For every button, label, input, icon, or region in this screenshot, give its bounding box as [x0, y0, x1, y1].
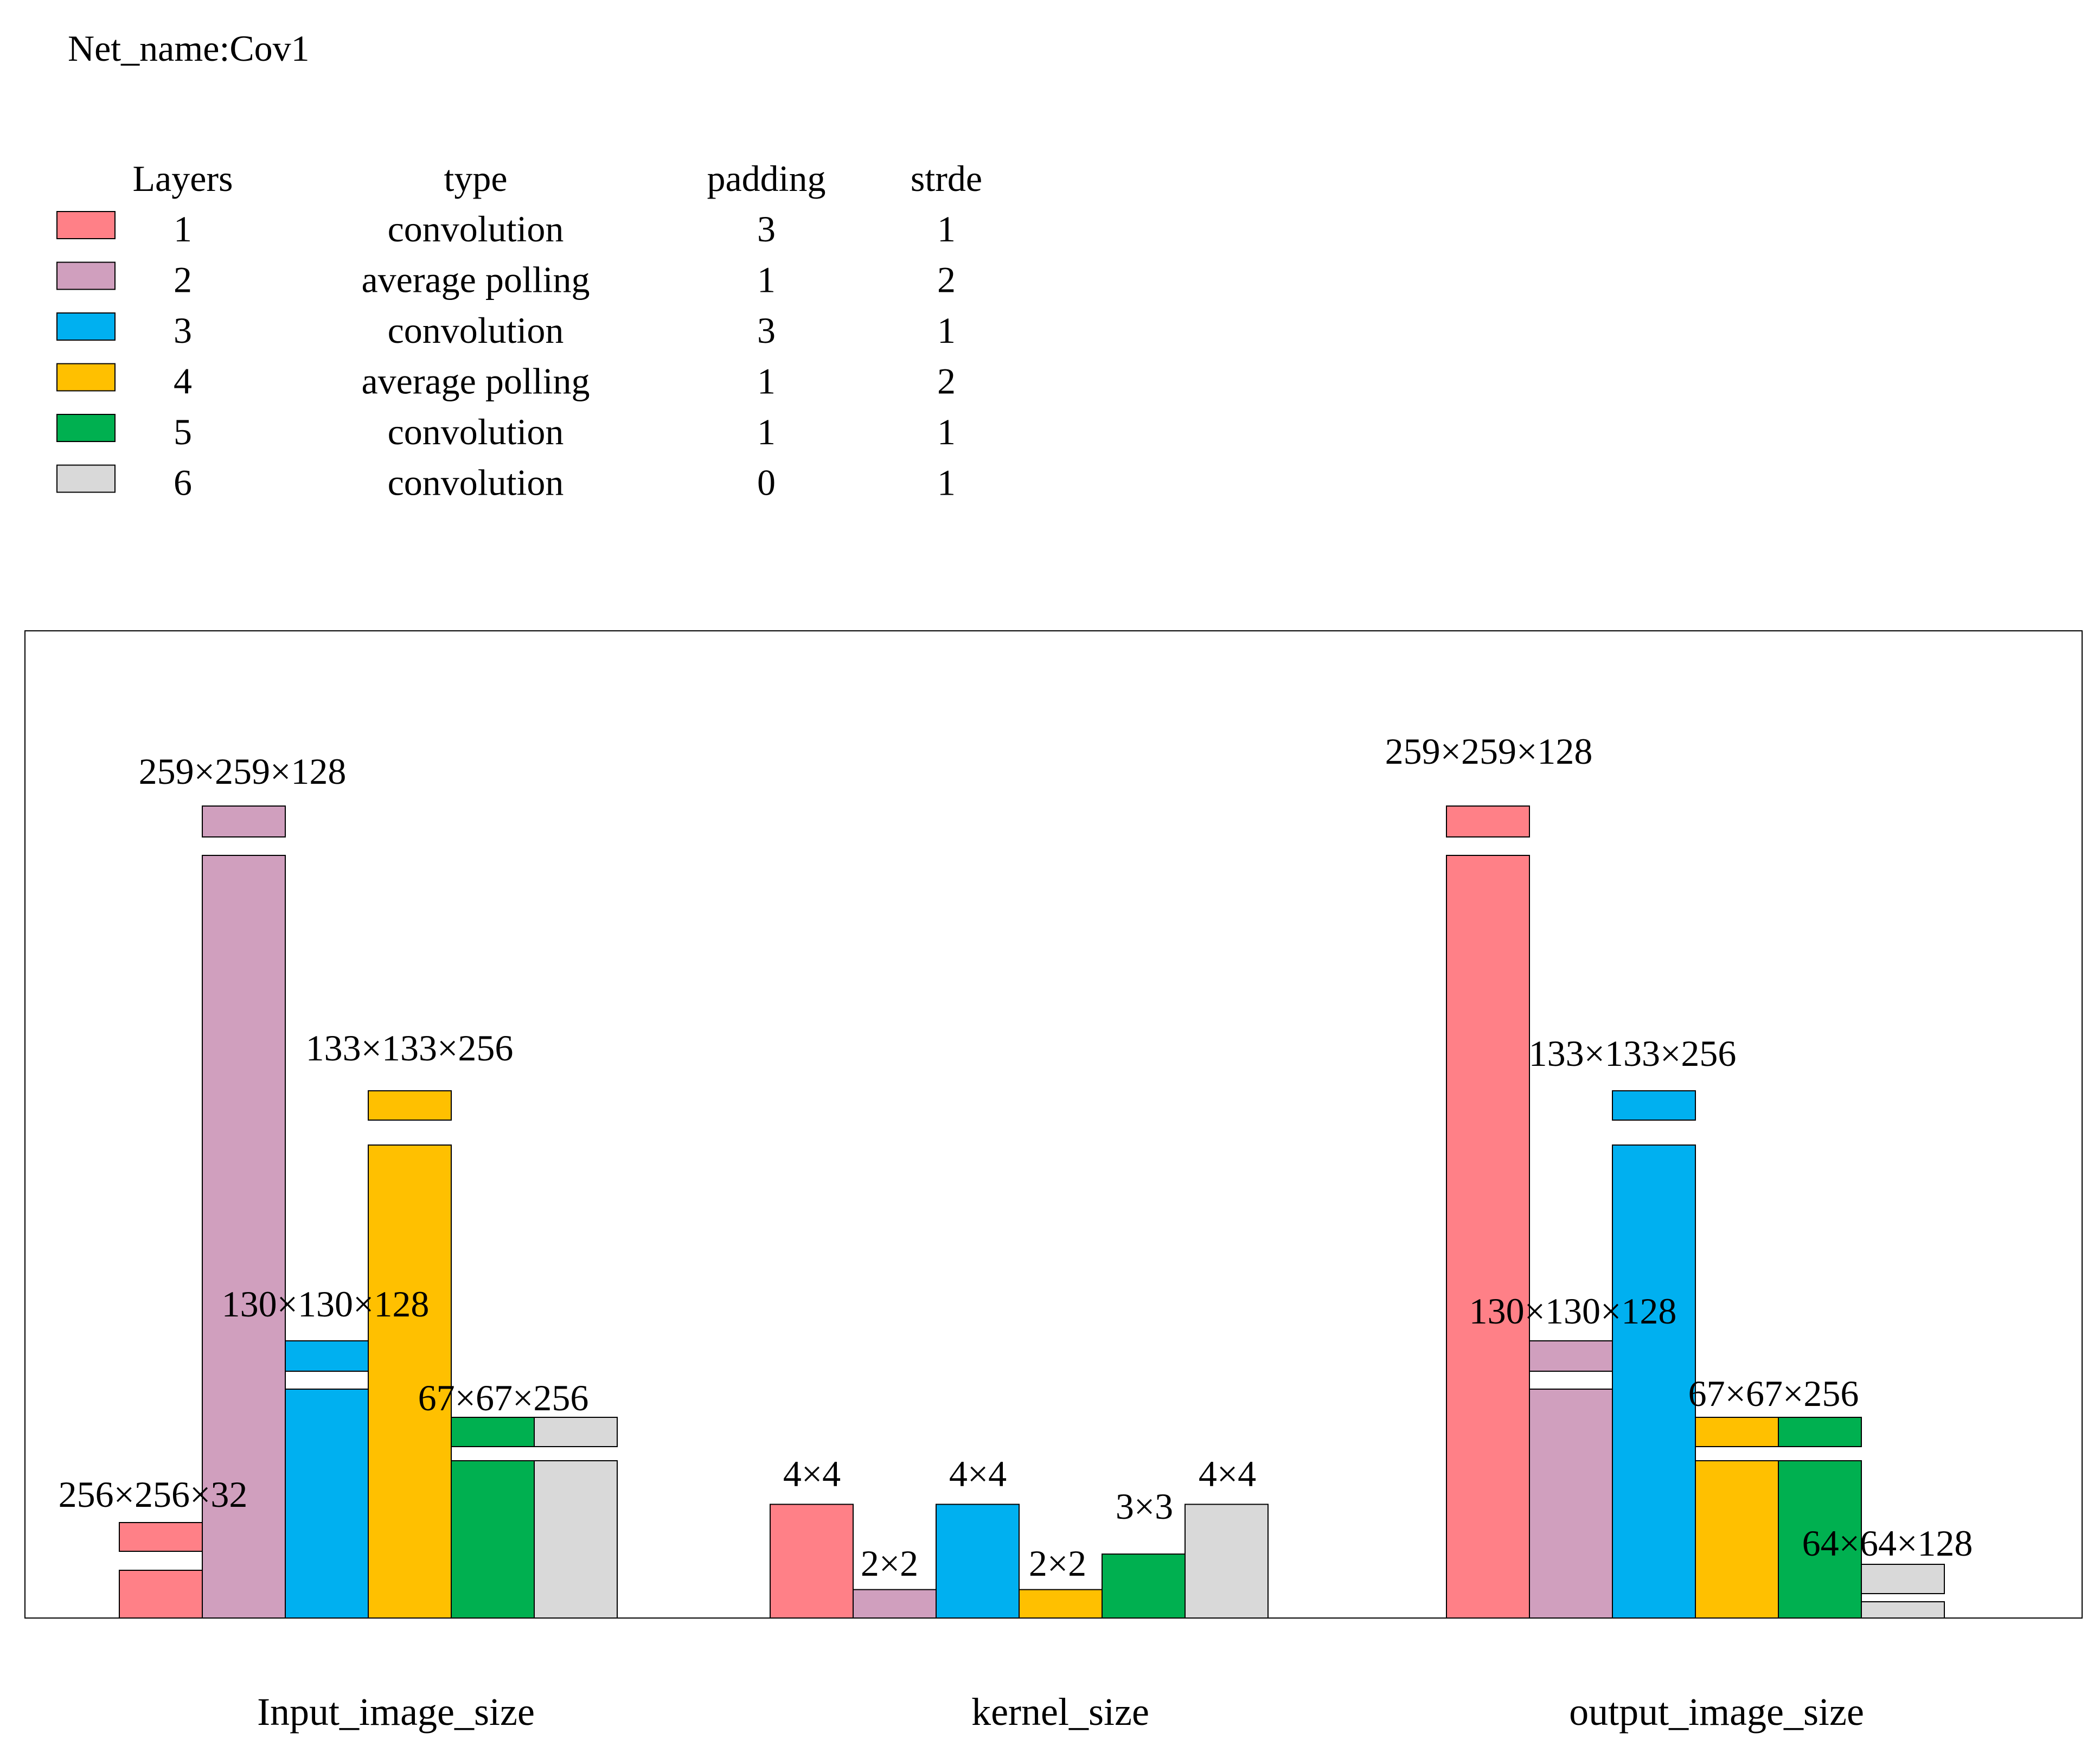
legend-layer-padding: 1: [757, 361, 776, 402]
category-label-output-image-size: output_image_size: [1569, 1690, 1864, 1734]
legend-swatch-layer-6: [56, 464, 116, 493]
category-label-input-image-size: Input_image_size: [257, 1690, 535, 1734]
data-label-input: 130×130×128: [222, 1283, 430, 1325]
bar-output-layer-6: [1861, 1601, 1945, 1619]
data-label-input: 259×259×128: [139, 751, 347, 792]
legend-layer-padding: 1: [757, 411, 776, 452]
legend-layer-padding: 0: [757, 462, 776, 503]
bar-output-layer-1-cap: [1446, 805, 1530, 837]
chart-annotations: 256×256×32 259×259×128 130×130×128 133×133×…: [59, 731, 1973, 1584]
legend-layer-stride: 1: [937, 310, 956, 351]
legend-header-layers: Layers: [132, 158, 233, 199]
legend-layer-type: convolution: [388, 208, 564, 250]
legend-header-type: type: [444, 158, 507, 199]
data-label-kernel: 3×3: [1116, 1486, 1173, 1527]
bar-output-layer-4-cap: [1695, 1417, 1779, 1447]
data-label-input: 256×256×32: [59, 1474, 248, 1515]
legend-layer-stride: 2: [937, 361, 956, 402]
bar-input-layer-2: [202, 855, 286, 1619]
data-label-kernel: 2×2: [1029, 1543, 1086, 1584]
bar-kernel-layer-2: [853, 1589, 937, 1619]
bar-input-layer-2-cap: [202, 805, 286, 837]
data-label-output: 130×130×128: [1469, 1290, 1677, 1332]
legend-header-padding: padding: [707, 158, 825, 199]
legend-layer-number: 3: [174, 310, 192, 351]
legend-layer-padding: 3: [757, 208, 776, 250]
data-label-kernel: 4×4: [949, 1453, 1007, 1494]
bar-input-layer-1-cap: [119, 1522, 203, 1552]
bar-output-layer-5-cap: [1778, 1417, 1862, 1447]
legend-swatch-layer-4: [56, 363, 116, 392]
legend-header-stride: strde: [911, 158, 982, 199]
chart-bars: [119, 805, 1945, 1619]
bar-input-layer-3-cap: [285, 1340, 369, 1372]
bar-output-layer-3: [1612, 1144, 1696, 1619]
bar-output-layer-2: [1529, 1389, 1613, 1619]
data-label-input: 67×67×256: [418, 1377, 589, 1418]
legend-layer-stride: 1: [937, 208, 956, 250]
legend-swatch-layer-5: [56, 414, 116, 442]
bar-output-layer-6-cap: [1861, 1564, 1945, 1594]
bar-kernel-layer-6: [1185, 1504, 1269, 1619]
legend-layer-number: 4: [174, 361, 192, 402]
data-label-output: 133×133×256: [1529, 1033, 1737, 1074]
legend-layer-stride: 1: [937, 462, 956, 503]
data-label-output: 67×67×256: [1688, 1373, 1859, 1414]
bar-output-layer-2-cap: [1529, 1340, 1613, 1372]
bar-kernel-layer-3: [936, 1504, 1020, 1619]
bar-kernel-layer-1: [770, 1504, 854, 1619]
legend-layer-padding: 3: [757, 310, 776, 351]
legend-layer-type: average polling: [361, 259, 590, 300]
bar-input-layer-5-cap: [451, 1417, 535, 1447]
legend-layer-type: convolution: [388, 411, 564, 452]
legend: Layers type padding strde 1 convolution 3 1…: [56, 158, 982, 503]
data-label-output: 259×259×128: [1385, 731, 1593, 772]
data-label-kernel: 4×4: [783, 1453, 841, 1494]
bar-input-layer-3: [285, 1389, 369, 1619]
bar-input-layer-5: [451, 1460, 535, 1619]
legend-swatch-layer-3: [56, 312, 116, 341]
bar-input-layer-6-cap: [534, 1417, 618, 1447]
legend-layer-number: 6: [174, 462, 192, 503]
legend-rows: 1 convolution 3 1 2 average polling 1 2 3 convolu…: [56, 208, 956, 503]
bar-input-layer-4-cap: [368, 1090, 452, 1121]
bar-output-layer-5: [1778, 1460, 1862, 1619]
data-label-output: 64×64×128: [1802, 1523, 1973, 1564]
data-label-kernel: 2×2: [861, 1543, 918, 1584]
bar-output-layer-4: [1695, 1460, 1779, 1619]
bar-input-layer-6: [534, 1460, 618, 1619]
net-name-title: Net_name:Cov1: [68, 28, 310, 69]
data-label-kernel: 4×4: [1199, 1453, 1256, 1494]
legend-layer-number: 1: [174, 208, 192, 250]
legend-layer-type: average polling: [361, 361, 590, 402]
legend-layer-stride: 2: [937, 259, 956, 300]
legend-swatch-layer-1: [56, 211, 116, 239]
bar-input-layer-4: [368, 1144, 452, 1619]
legend-layer-padding: 1: [757, 259, 776, 300]
legend-layer-number: 5: [174, 411, 192, 452]
legend-swatch-layer-2: [56, 261, 116, 290]
bar-output-layer-1: [1446, 855, 1530, 1619]
bar-output-layer-3-cap: [1612, 1090, 1696, 1121]
legend-layer-type: convolution: [388, 310, 564, 351]
legend-layer-number: 2: [174, 259, 192, 300]
data-label-input: 133×133×256: [306, 1027, 514, 1069]
legend-layer-stride: 1: [937, 411, 956, 452]
bar-kernel-layer-5: [1102, 1553, 1186, 1619]
bar-kernel-layer-4: [1019, 1589, 1103, 1619]
category-label-kernel-size: kernel_size: [971, 1690, 1149, 1734]
bar-input-layer-1: [119, 1570, 203, 1619]
legend-layer-type: convolution: [388, 462, 564, 503]
